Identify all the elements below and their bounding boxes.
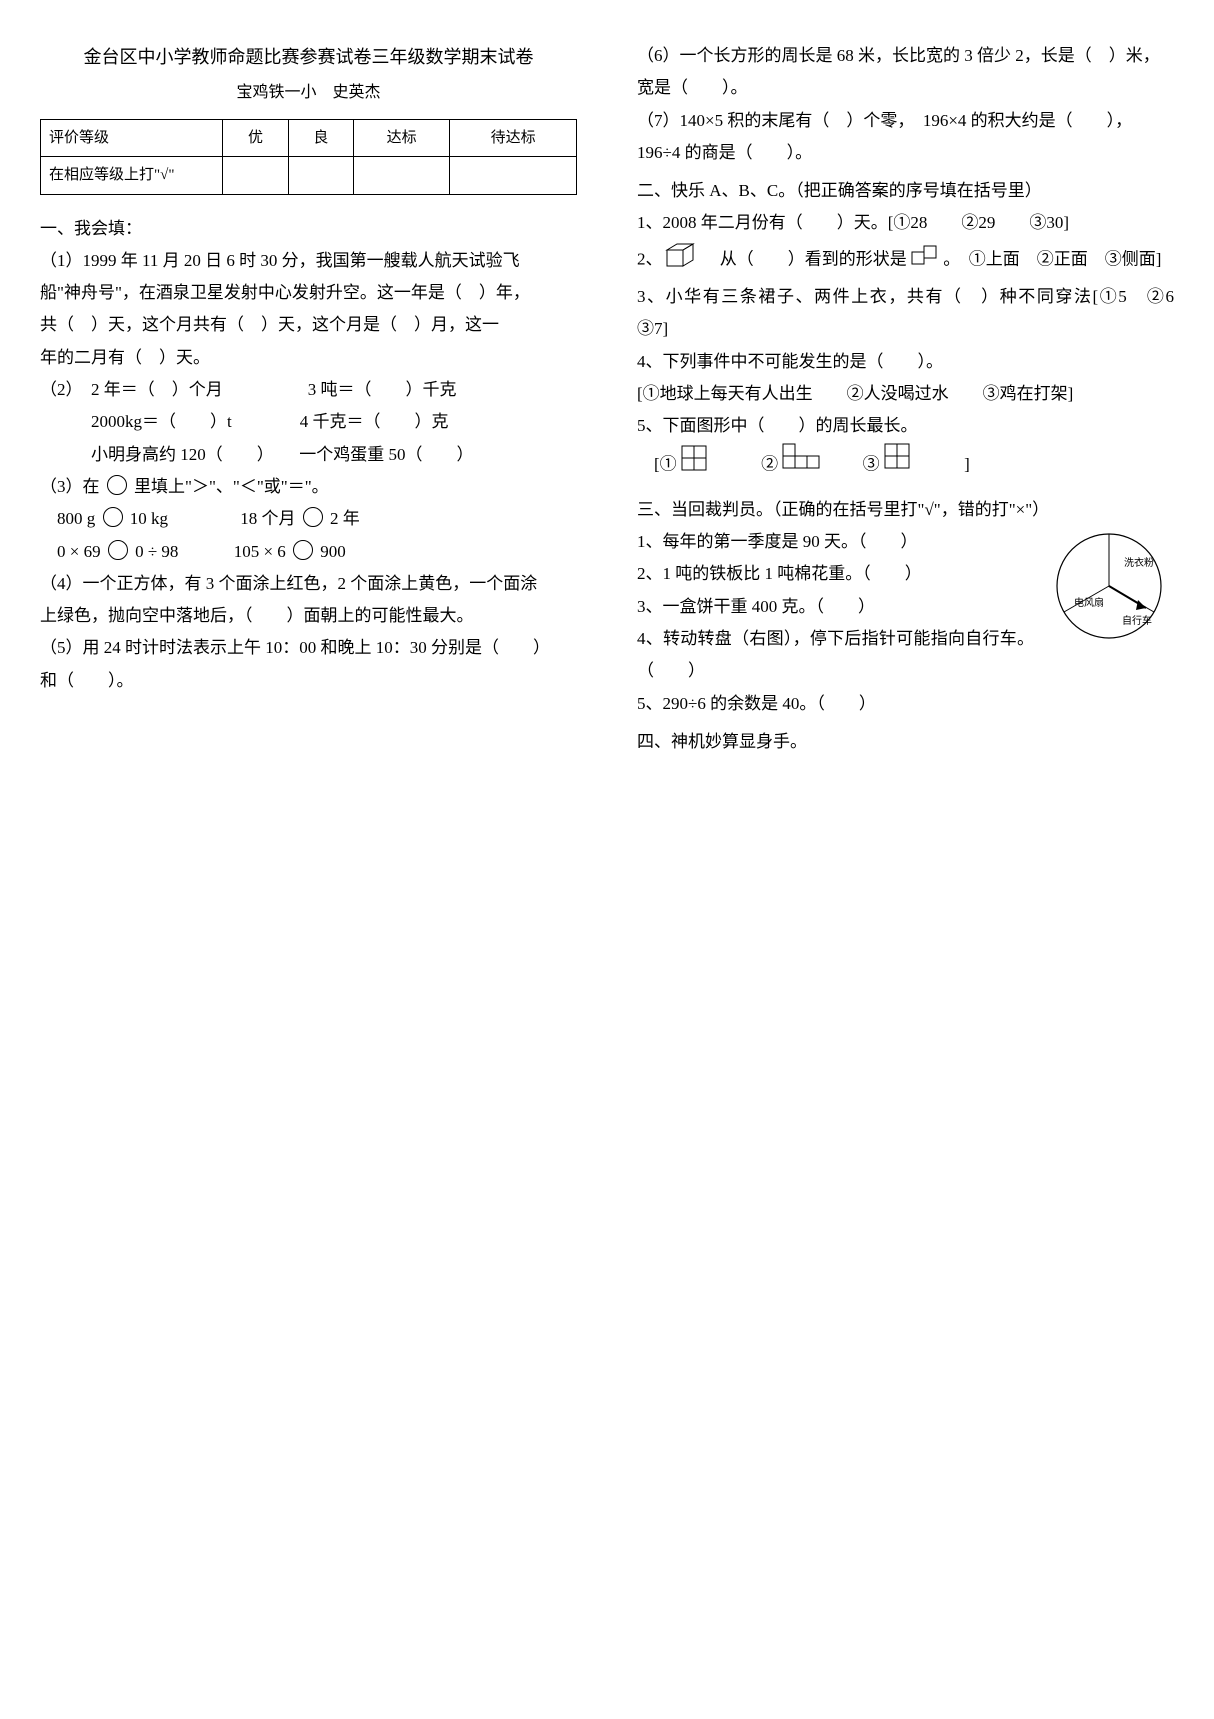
spinner-figure: 洗衣粉 电风扇 自行车 [1044,526,1174,657]
q4-line-b: 上绿色，抛向空中落地后，（ ）面朝上的可能性最大。 [40,600,577,632]
r4a: 4、下列事件中不可能发生的是（ ）。 [637,346,1174,378]
q3b4: 2 年 [330,509,360,528]
q3c4: 900 [320,542,346,561]
q5-line-a: （5）用 24 时计时法表示上午 10：00 和晚上 10：30 分别是（ ） [40,632,577,664]
q1-line-b: 船"神舟号"，在酒泉卫星发射中心发射升空。这一年是（ ）年， [40,277,577,309]
grade-cell-2[interactable] [288,157,353,195]
q3-row-c: 0 × 69 0 ÷ 98 105 × 6 900 [40,536,577,568]
spinner-label-1: 洗衣粉 [1124,556,1154,569]
grade-row2-label: 在相应等级上打"√" [41,157,223,195]
spinner-label-2: 电风扇 [1074,596,1104,609]
grade-cell-4[interactable] [450,157,577,195]
grade-h4: 待达标 [450,119,577,157]
q3a-pre: （3）在 [40,477,100,496]
section-1-head: 一、我会填： [40,213,577,245]
q7-line-a: （7）140×5 积的末尾有（ ）个零， 196×4 的积大约是（ ）， [637,105,1174,137]
grade-table: 评价等级 优 良 达标 待达标 在相应等级上打"√" [40,119,577,195]
spinner-label-3: 自行车 [1122,614,1152,627]
circle-icon[interactable] [103,507,123,527]
q3b1: 800 g [57,509,95,528]
q3b3: 18 个月 [240,509,295,528]
section-4-head: 四、神机妙算显身手。 [637,726,1174,758]
q2-line-b: 2000kg＝（ ）t 4 千克＝（ ）克 [40,406,577,438]
r5-shapes-row: [① ② ③ [637,443,1174,488]
grade-h3: 达标 [354,119,450,157]
q3a-post: 里填上"＞"、"＜"或"＝"。 [134,477,329,496]
grade-h2: 良 [288,119,353,157]
exam-title: 金台区中小学教师命题比赛参赛试卷三年级数学期末试卷 [40,40,577,74]
cube-icon [663,240,699,281]
grade-cell-1[interactable] [223,157,288,195]
q3c3: 105 × 6 [234,542,286,561]
shape-1-icon [681,445,723,486]
two-square-icon [911,244,939,276]
q3c2: 0 ÷ 98 [135,542,178,561]
circle-icon[interactable] [293,540,313,560]
j5: 5、290÷6 的余数是 40。（ ） [637,688,1174,720]
q1-line-d: 年的二月有（ ）天。 [40,342,577,374]
exam-subtitle: 宝鸡铁一小 史英杰 [40,78,577,108]
q6-line-a: （6）一个长方形的周长是 68 米，长比宽的 3 倍少 2，长是（ ）米， [637,40,1174,72]
q2-line-a: （2） 2 年＝（ ）个月 3 吨＝（ ）千克 [40,374,577,406]
q3b2: 10 kg [130,509,168,528]
q4-line-a: （4）一个正方体，有 3 个面涂上红色，2 个面涂上黄色，一个面涂 [40,568,577,600]
section-3-head: 三、当回裁判员。（正确的在括号里打"√"，错的打"×"） [637,494,1174,526]
r5a: 5、下面图形中（ ）的周长最长。 [637,410,1174,442]
q3-row-b: 800 g 10 kg 18 个月 2 年 [40,503,577,535]
shape-3-icon [884,443,926,488]
r3: 3、小华有三条裙子、两件上衣，共有（ ）种不同穿法[①5 ②6 ③7] [637,281,1174,346]
grade-cell-3[interactable] [354,157,450,195]
circle-icon [107,475,127,495]
spinner-icon: 洗衣粉 电风扇 自行车 [1044,526,1174,646]
r1: 1、2008 年二月份有（ ）天。[①28 ②29 ③30] [637,207,1174,239]
section-2-head: 二、快乐 A、B、C。（把正确答案的序号填在括号里） [637,175,1174,207]
q1-line-a: （1）1999 年 11 月 20 日 6 时 30 分，我国第一艘载人航天试验… [40,245,577,277]
q1-line-c: 共（ ）天，这个月共有（ ）天，这个月是（ ）月，这一 [40,309,577,341]
shape-2-icon [782,443,824,488]
left-column: 金台区中小学教师命题比赛参赛试卷三年级数学期末试卷 宝鸡铁一小 史英杰 评价等级… [40,40,577,758]
grade-h0: 评价等级 [41,119,223,157]
r2-row: 2、 从（ ）看到的形状是 。 ①上面 ②正面 ③侧面] [637,240,1174,281]
right-column: （6）一个长方形的周长是 68 米，长比宽的 3 倍少 2，长是（ ）米， 宽是… [637,40,1174,758]
q5-line-b: 和（ ）。 [40,665,577,697]
circle-icon[interactable] [303,507,323,527]
q3c1: 0 × 69 [57,542,101,561]
q2-line-c: 小明身高约 120（ ） 一个鸡蛋重 50（ ） [40,439,577,471]
r4b: [①地球上每天有人出生 ②人没喝过水 ③鸡在打架] [637,378,1174,410]
q3-line-a: （3）在 里填上"＞"、"＜"或"＝"。 [40,471,577,503]
grade-h1: 优 [223,119,288,157]
circle-icon[interactable] [108,540,128,560]
q6-line-b: 宽是（ ）。 [637,72,1174,104]
q7-line-b: 196÷4 的商是（ ）。 [637,137,1174,169]
